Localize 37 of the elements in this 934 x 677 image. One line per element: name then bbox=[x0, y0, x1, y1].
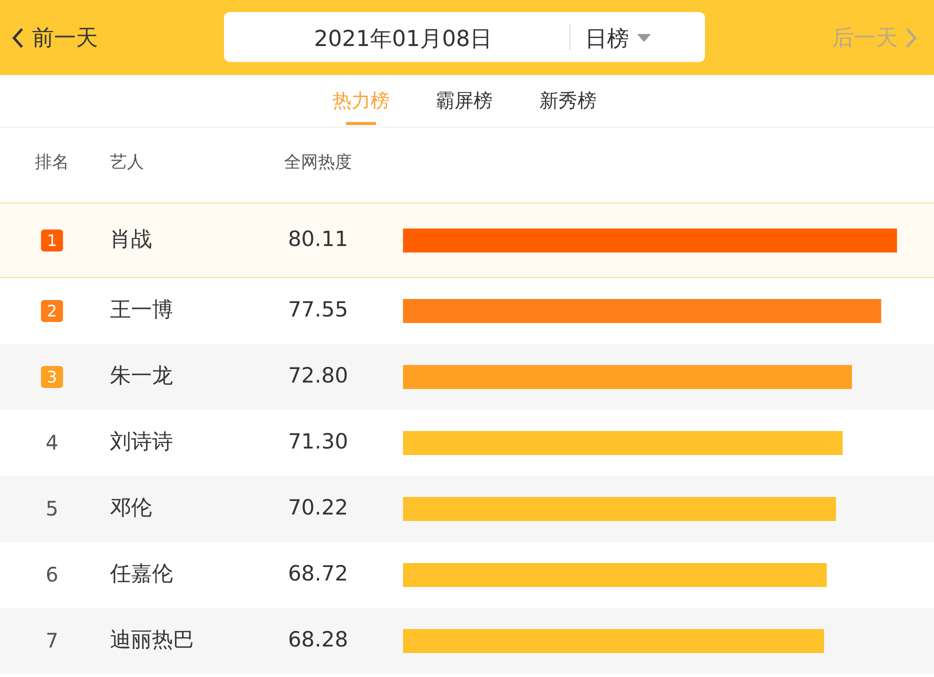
text: 3 bbox=[46, 367, 58, 386]
text: 前一天 bbox=[32, 26, 98, 52]
text: 艺人 bbox=[110, 152, 144, 173]
text: 排名 bbox=[35, 152, 69, 173]
bar bbox=[403, 563, 827, 587]
y-tick-label: 王一博 bbox=[110, 298, 173, 322]
bar bbox=[403, 629, 824, 653]
text: 5 bbox=[46, 496, 58, 520]
y-tick-label: 迪丽热巴 bbox=[110, 628, 194, 652]
text: 7 bbox=[46, 628, 58, 652]
data-label: 68.72 bbox=[288, 562, 348, 586]
text: 热力榜 bbox=[332, 90, 390, 112]
data-label: 70.22 bbox=[288, 496, 348, 520]
bar bbox=[403, 497, 836, 521]
text: 霸屏榜 bbox=[436, 90, 492, 112]
y-tick-label: 邓伦 bbox=[110, 496, 152, 520]
y-tick-label: 肖战 bbox=[110, 227, 152, 252]
text: 6 bbox=[46, 562, 58, 586]
text: 4 bbox=[46, 430, 58, 454]
text: 新秀榜 bbox=[540, 90, 596, 112]
y-tick-label: 刘诗诗 bbox=[110, 430, 173, 454]
text: 2 bbox=[46, 301, 58, 320]
data-label: 72.80 bbox=[288, 364, 348, 388]
data-label: 80.11 bbox=[288, 227, 348, 252]
bar bbox=[403, 365, 852, 389]
text: 后一天 bbox=[832, 26, 898, 52]
text: 日榜 bbox=[585, 27, 629, 52]
y-tick-label: 朱一龙 bbox=[110, 364, 173, 388]
bar bbox=[403, 299, 882, 323]
data-label: 68.28 bbox=[288, 628, 348, 652]
text: 2021年01月08日 bbox=[314, 27, 492, 52]
y-tick-label: 任嘉伦 bbox=[109, 562, 173, 586]
data-label: 77.55 bbox=[288, 298, 348, 322]
bar bbox=[403, 431, 843, 455]
text: 全网热度 bbox=[284, 152, 352, 173]
text: 1 bbox=[46, 230, 58, 250]
data-label: 71.30 bbox=[288, 430, 348, 454]
